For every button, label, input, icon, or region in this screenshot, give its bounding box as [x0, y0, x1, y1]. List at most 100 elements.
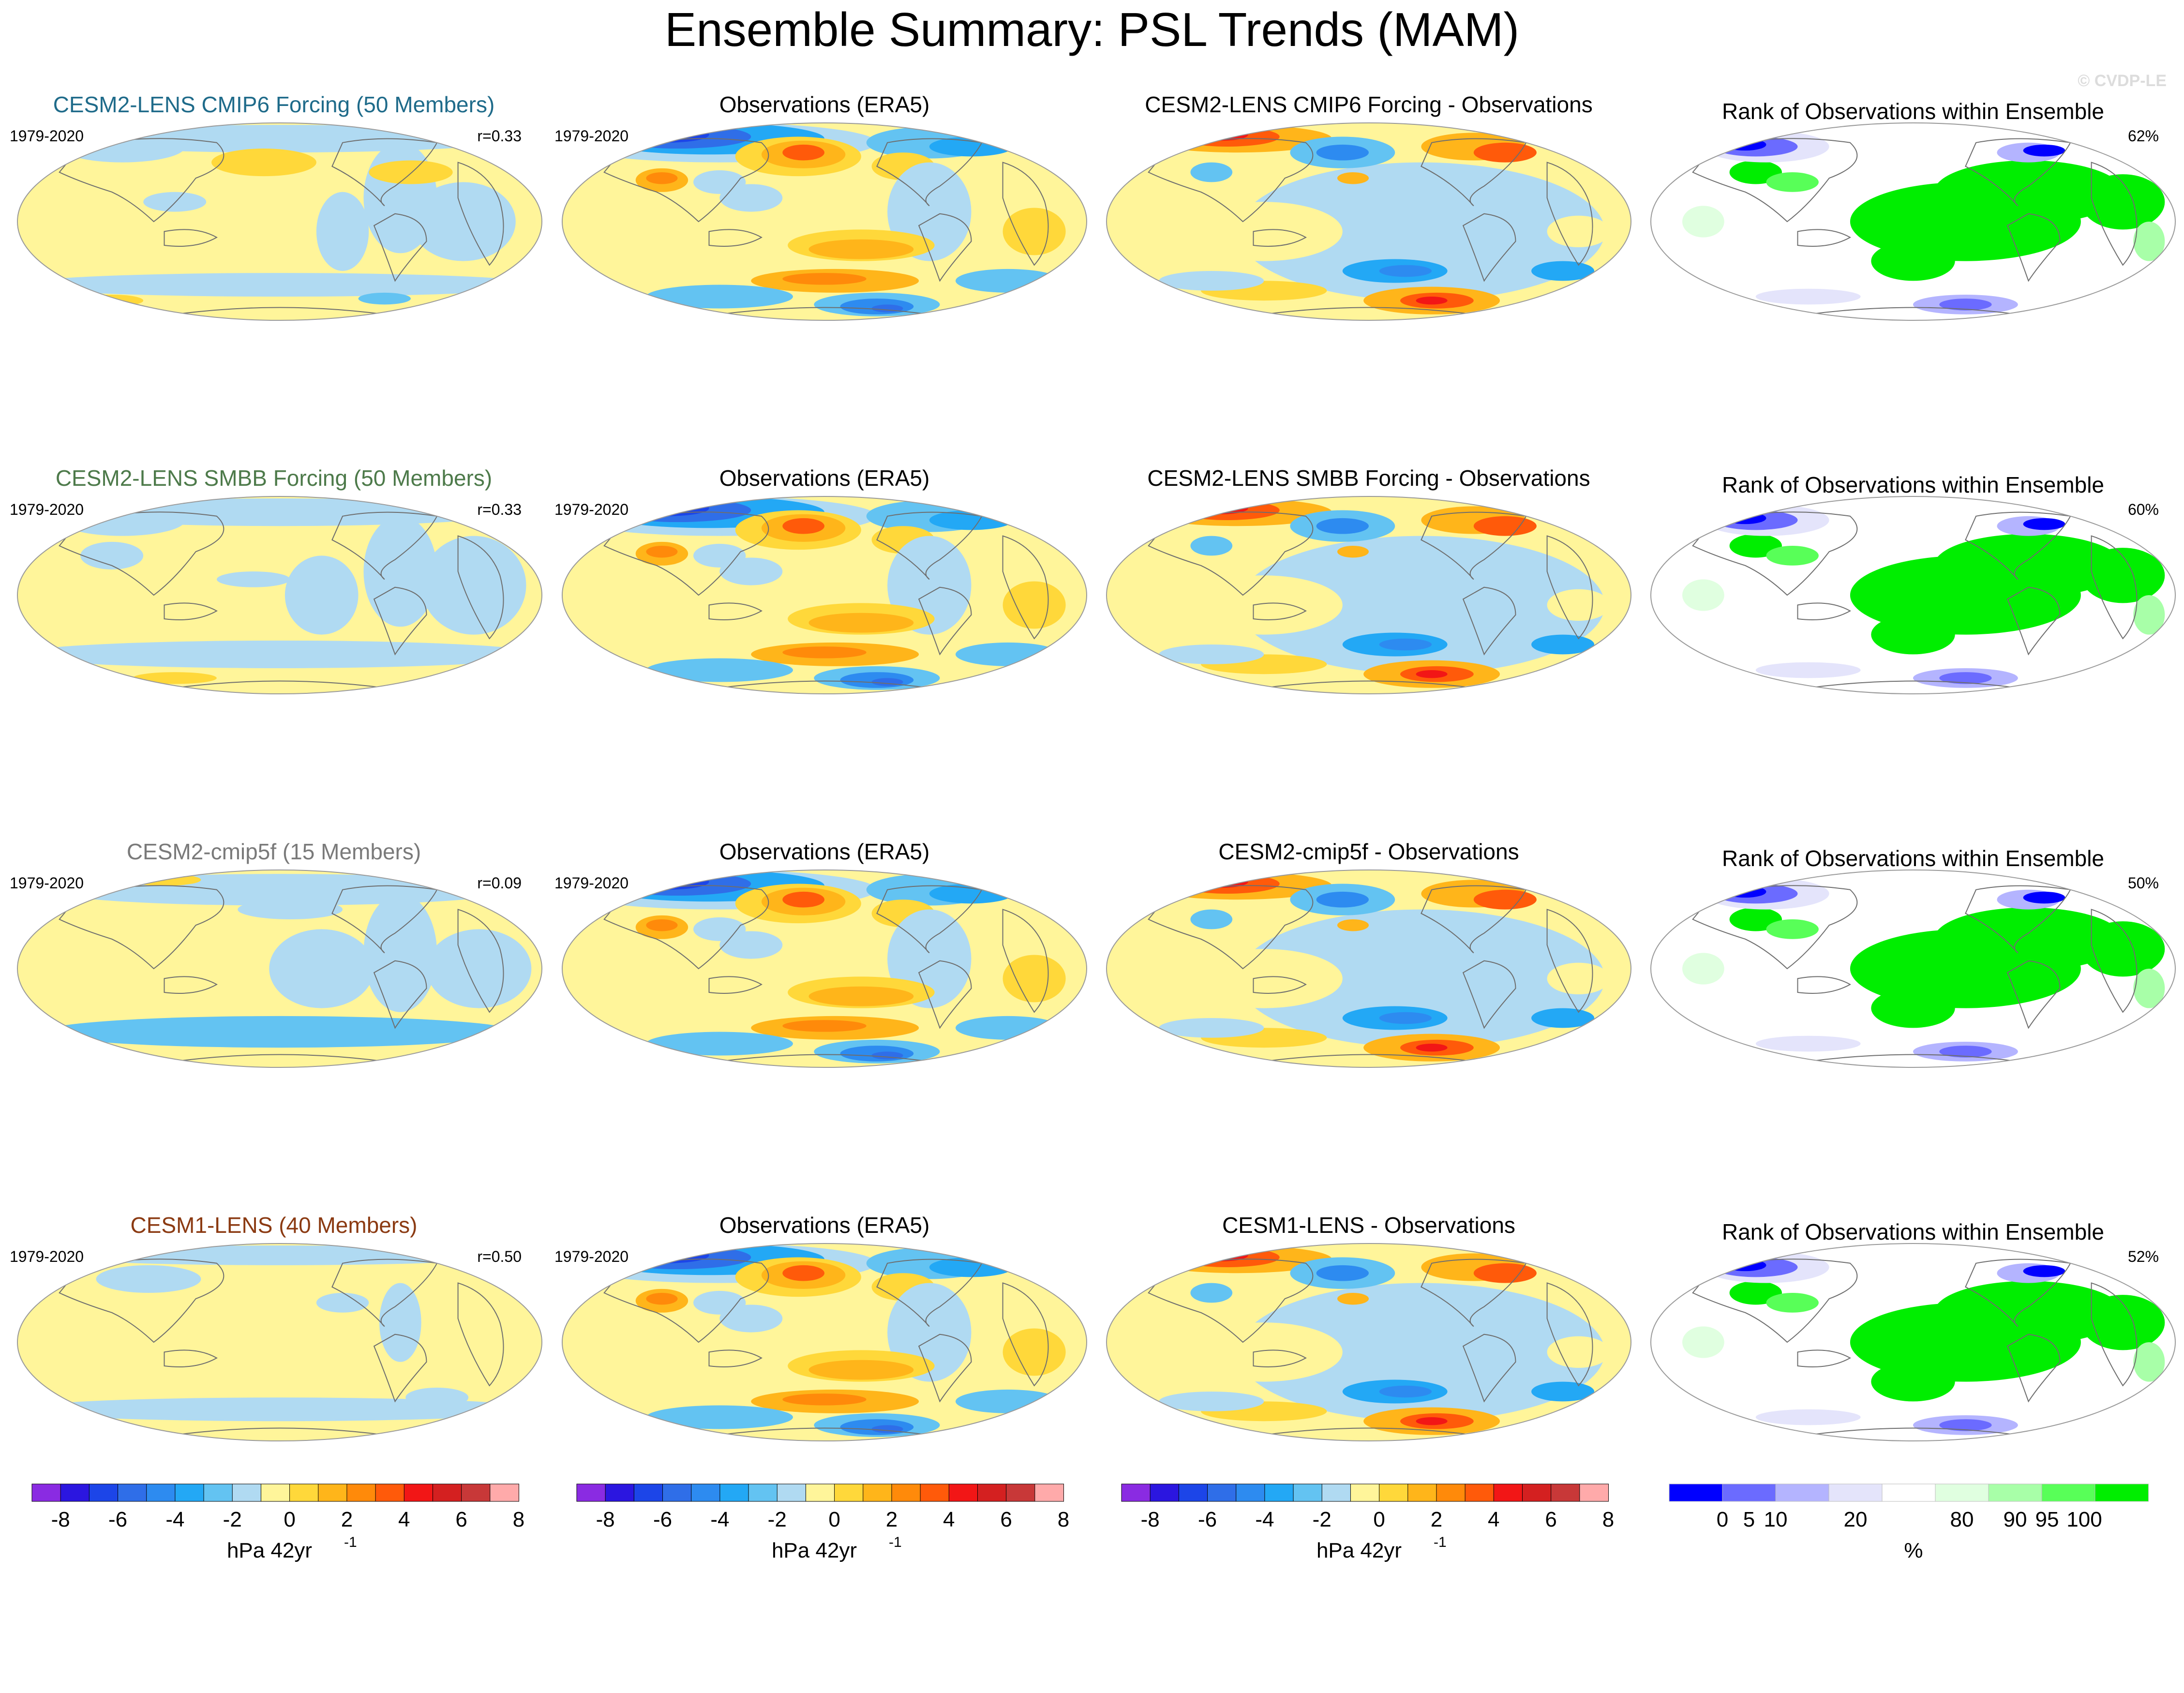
colorbar-swatch — [605, 1483, 635, 1502]
map-obs-row1-coastline-0 — [603, 138, 769, 223]
map-obs-row3-contour-19 — [782, 1020, 867, 1032]
map-rank-row2-coastline-2 — [2006, 586, 2061, 656]
colorbar-swatch — [1407, 1483, 1437, 1502]
colorbar-swatch — [2094, 1483, 2149, 1502]
map-obs-row4-coastline-4 — [708, 1349, 763, 1367]
map-obs-row1-coastline-5 — [719, 307, 929, 315]
trend-colorbar-1: -8 -6 -4 -2 0 2 4 6 8 hPa 42yr -1 — [31, 1483, 524, 1562]
map-diff-row1-contour-8 — [1316, 144, 1369, 161]
map-rank-row4-coastline-5 — [1808, 1427, 2018, 1436]
map-model-row4-contour-3 — [17, 1397, 542, 1422]
colorbar-units-exponent: -1 — [1434, 1534, 1447, 1550]
map-diff-row1-outline — [1106, 122, 1631, 321]
map-diff-row3-contour-8 — [1316, 891, 1369, 908]
map-model-row2-contour-5 — [216, 571, 290, 587]
map-diff-row3-coastline-0 — [1148, 885, 1314, 970]
colorbar-swatch — [1006, 1483, 1035, 1502]
map-obs-row4-outline — [562, 1243, 1087, 1441]
map-diff-row1-contour-18 — [1185, 202, 1343, 261]
rank-colorbar: 0 5 10 20 80 90 95 100% — [1669, 1483, 2149, 1562]
obs-period: 1979-2020 — [554, 127, 628, 145]
map-rank-row3-contour-14 — [1755, 1035, 1861, 1052]
map-model-row1-contour-7 — [411, 182, 516, 261]
colorbar-tick-label: 0 — [1717, 1508, 1728, 1531]
map-diff-row1-contour-9 — [1337, 172, 1369, 184]
map-rank-row2-contour-11 — [2023, 518, 2065, 530]
map-obs-row2-contour-13 — [719, 557, 783, 585]
map-obs-row4-contour-11 — [646, 1293, 678, 1305]
map-obs-row4-contour-0 — [562, 1244, 1087, 1441]
map-diff-row1-contour-10 — [1190, 162, 1233, 182]
map-rank-row4-contour-2 — [1934, 1281, 2123, 1345]
colorbar-swatch — [691, 1483, 720, 1502]
map-diff-row1-coastline-3 — [1546, 162, 1593, 266]
map-diff-row2-coastline-0 — [1148, 511, 1314, 596]
map-rank-row2-contour-15 — [1682, 579, 1724, 611]
map-rank-row3-coastline-4 — [1797, 976, 1851, 994]
rank-percent: 50% — [2128, 874, 2159, 892]
map-diff-row4-outline — [1106, 1243, 1631, 1441]
map-rank-row3-coastline-3 — [2091, 909, 2138, 1013]
colorbar-swatch — [461, 1483, 491, 1502]
map-model-row1-contour-3 — [316, 192, 369, 271]
map-diff-row2-contour-9 — [1337, 546, 1369, 558]
colorbar-swatch — [834, 1483, 864, 1502]
map-rank-row1-contour-4 — [1871, 241, 1955, 281]
map-rank-row1-coastline-0 — [1692, 138, 1858, 223]
map-diff-row4-contour-10 — [1190, 1283, 1233, 1303]
map-rank-row1-outline — [1650, 122, 2176, 321]
map-rank-row1-contour-6 — [1766, 172, 1819, 192]
rank-title: Rank of Observations within Ensemble — [1722, 1219, 2104, 1244]
colorbar-swatch — [748, 1483, 778, 1502]
trend-colorbar-2: -8 -6 -4 -2 0 2 4 6 8 hPa 42yr -1 — [576, 1483, 1069, 1562]
map-model-row3-coastline-5 — [175, 1054, 385, 1062]
colorbar-swatch — [89, 1483, 119, 1502]
colorbar-swatch — [404, 1483, 434, 1502]
map-diff-row2-contour-6 — [1473, 516, 1537, 536]
map-diff-row4-contour-3 — [1174, 1247, 1280, 1267]
colorbar-tick-label: -6 — [108, 1508, 127, 1531]
colorbar-swatch — [375, 1483, 405, 1502]
map-obs-row1-contour-19 — [782, 273, 867, 285]
map-model-row4-coastline-1 — [331, 1259, 438, 1327]
colorbar-swatch — [891, 1483, 921, 1502]
map-diff-row1-contour-20 — [1547, 215, 1610, 248]
map-obs-row2-coastline-2 — [918, 586, 972, 656]
colorbar-swatch — [232, 1483, 262, 1502]
map-diff-row1-coastline-2 — [1462, 213, 1516, 282]
colorbar-swatch — [118, 1483, 147, 1502]
map-model-row1-contour-5 — [369, 160, 453, 184]
map-diff-row2-coastline-4 — [1253, 602, 1307, 620]
model-correlation: r=0.33 — [477, 127, 522, 145]
map-obs-row2-contour-24 — [955, 642, 1061, 666]
map-model-row1-coastline-1 — [331, 138, 438, 207]
map-model-row3-contour-6 — [426, 929, 532, 1008]
map-rank-row2-contour-3 — [2080, 548, 2165, 603]
map-obs-row1-contour-0 — [562, 123, 1087, 320]
rank-percent: 52% — [2128, 1248, 2159, 1265]
colorbar-swatch — [1579, 1483, 1609, 1502]
map-model-row2-contour-3 — [284, 555, 359, 635]
map-obs-row4-contour-9 — [782, 1265, 824, 1281]
colorbar-units-label: % — [1904, 1539, 1923, 1562]
figure-title: Ensemble Summary: PSL Trends (MAM) — [665, 3, 1519, 56]
map-obs-row3-contour-24 — [955, 1016, 1061, 1040]
map-diff-row2-coastline-3 — [1546, 535, 1593, 640]
map-model-row3-coastline-3 — [457, 909, 504, 1013]
map-rank-row3-outline — [1650, 869, 2176, 1068]
map-model-row4-contour-5 — [405, 1387, 469, 1408]
map-diff-row1-coastline-1 — [1421, 138, 1527, 207]
map-diff-row3-coastline-2 — [1462, 960, 1516, 1029]
map-diff-row1-contour-15 — [1416, 297, 1448, 305]
map-model-row2-coastline-3 — [457, 535, 504, 640]
rank-title: Rank of Observations within Ensemble — [1722, 472, 2104, 497]
map-diff-row2-contour-20 — [1547, 589, 1610, 621]
model-correlation: r=0.09 — [477, 874, 522, 892]
map-rank-row2-coastline-1 — [1965, 511, 2071, 580]
map-model-row4-coastline-0 — [59, 1259, 224, 1343]
colorbar-tick-label: -2 — [768, 1508, 787, 1531]
map-diff-row1-contour-16 — [1531, 261, 1595, 281]
diff-title: CESM2-LENS CMIP6 Forcing - Observations — [1145, 92, 1592, 117]
colorbar-tick-label: 6 — [455, 1508, 467, 1531]
map-rank-row4-contour-13 — [1939, 1419, 1992, 1431]
